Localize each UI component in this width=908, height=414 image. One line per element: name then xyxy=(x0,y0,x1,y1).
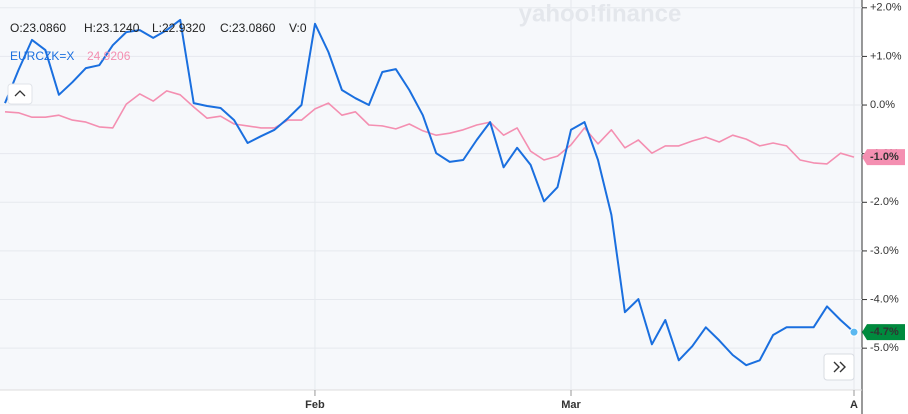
ohlc-volume: V:0 xyxy=(289,21,307,35)
last-value-tag-shape xyxy=(862,149,905,166)
last-value-tag: -4.7% xyxy=(862,324,905,341)
plot-background xyxy=(0,0,862,390)
x-tick-label: A xyxy=(850,399,858,411)
x-tick-label: Mar xyxy=(561,399,581,411)
y-tick-label: +2.0% xyxy=(870,2,902,14)
ohlc-open: O:23.0860 xyxy=(10,21,66,35)
y-tick-label: 0.0% xyxy=(870,99,895,111)
y-tick-label: +1.0% xyxy=(870,50,902,62)
legend-entry[interactable]: 24.9206 xyxy=(87,49,131,63)
last-point xyxy=(849,327,859,337)
watermark: yahoo!finance xyxy=(519,0,682,27)
ohlc-high: H:23.1240 xyxy=(84,21,140,35)
y-tick-label: -4.0% xyxy=(870,293,899,305)
y-tick-label: -3.0% xyxy=(870,245,899,257)
y-tick-label: -2.0% xyxy=(870,196,899,208)
collapse-button[interactable] xyxy=(7,83,33,105)
collapse-icon xyxy=(14,90,26,97)
ohlc-low: L:22.9320 xyxy=(152,21,206,35)
last-value-label: -4.7% xyxy=(870,326,899,338)
y-tick-label: -5.0% xyxy=(870,342,899,354)
header: O:23.0860 H:23.1240 L:22.9320 C:23.0860 … xyxy=(7,21,307,105)
legend-entry[interactable]: EURCZK=X xyxy=(10,49,74,63)
x-tick-label: Feb xyxy=(305,399,325,411)
last-value-tag-shape xyxy=(862,324,905,341)
series-line xyxy=(4,18,855,367)
scroll-right-icon xyxy=(833,361,846,373)
last-value-tag: -1.0% xyxy=(862,149,905,166)
last-value-label: -1.0% xyxy=(870,151,899,163)
ohlc-close: C:23.0860 xyxy=(220,21,276,35)
